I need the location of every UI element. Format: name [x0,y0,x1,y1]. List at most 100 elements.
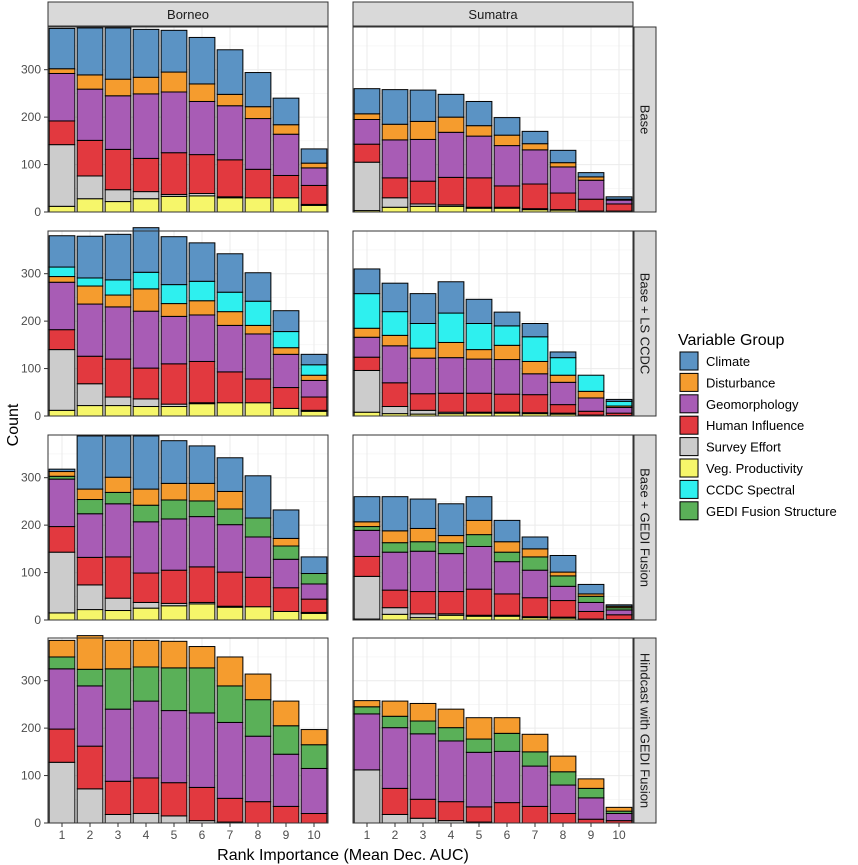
strip-label-row-ls-ccdc: Base + LS CCDC [638,273,653,375]
bar-segment-climate-rank-7 [216,253,244,293]
bar-segment-climate-rank-3 [409,293,437,324]
bar-segment-gedi-fusion-structure-rank-9 [272,725,300,755]
bar-segment-veg-productivity-rank-1 [48,612,76,621]
x-tick-label: 6 [199,828,206,842]
bar-segment-disturbance-rank-4 [437,116,465,133]
bar-segment-disturbance-rank-2 [381,530,409,544]
bar-segment-gedi-fusion-structure-rank-1 [353,526,381,531]
bar-segment-geomorphology-rank-8 [549,166,577,194]
bar-segment-disturbance-rank-3 [409,702,437,722]
bar-segment-geomorphology-rank-5 [160,710,188,784]
strip-label-row-hindcast: Hindcast with GEDI Fusion [638,653,653,808]
bar-segment-human-influence-rank-4 [437,176,465,206]
bar-segment-human-influence-rank-2 [76,556,104,586]
bar-segment-disturbance-rank-7 [521,143,549,151]
bar-segment-geomorphology-rank-2 [381,139,409,179]
bar-segment-gedi-fusion-structure-rank-5 [465,534,493,547]
bar-segment-climate-rank-7 [216,49,244,95]
bar-segment-disturbance-rank-10 [300,374,328,381]
bar-segment-climate-rank-8 [244,475,272,519]
bar-segment-gedi-fusion-structure-rank-9 [577,595,605,603]
x-tick-label: 6 [504,828,511,842]
bar-segment-geomorphology-rank-9 [577,179,605,200]
legend-title: Variable Group [678,332,785,349]
bar-segment-climate-rank-1 [353,88,381,115]
y-tick-label: 300 [21,471,41,485]
bar-segment-human-influence-rank-8 [549,813,577,824]
legend-swatch-human-influence [679,415,699,435]
legend-item-climate: Climate [679,351,750,371]
bar-segment-human-influence-rank-1 [48,120,76,146]
bar-segment-geomorphology-rank-10 [300,767,328,815]
bar-segment-veg-productivity-rank-9 [272,610,300,621]
bar-segment-survey-effort-rank-3 [104,396,132,407]
x-tick-label: 9 [588,828,595,842]
panel-base-borneo [47,26,329,213]
bar-segment-geomorphology-rank-3 [409,138,437,182]
bar-segment-gedi-fusion-structure-rank-3 [409,541,437,552]
bar-segment-gedi-fusion-structure-rank-7 [216,508,244,526]
bar-segment-geomorphology-rank-1 [353,336,381,358]
bar-segment-veg-productivity-rank-7 [216,197,244,213]
bar-segment-human-influence-rank-6 [493,185,521,208]
bar-segment-human-influence-rank-4 [132,157,160,193]
bar-segment-human-influence-rank-4 [437,591,465,615]
bar-segment-disturbance-rank-9 [577,390,605,399]
bar-segment-geomorphology-rank-3 [104,95,132,150]
bar-segment-geomorphology-rank-4 [437,357,465,394]
panel-base-sumatra [352,26,634,213]
bar-segment-disturbance-rank-8 [549,571,577,577]
bar-segment-survey-effort-rank-1 [48,551,76,614]
bar-segment-geomorphology-rank-3 [104,503,132,558]
bar-segment-human-influence-rank-7 [216,371,244,404]
bar-segment-disturbance-rank-1 [353,521,381,528]
bar-segment-veg-productivity-rank-2 [381,613,409,621]
legend-item-human-influence: Human Influence [679,415,804,436]
x-tick-label: 10 [307,828,321,842]
legend-label-geomorphology: Geomorphology [706,397,799,412]
bar-segment-climate-rank-10 [605,196,633,200]
bar-segment-human-influence-rank-5 [465,177,493,208]
bar-segment-disturbance-rank-1 [48,276,76,283]
bar-segment-disturbance-rank-4 [132,76,160,95]
bar-segment-human-influence-rank-10 [300,813,328,824]
bar-segment-disturbance-rank-2 [381,123,409,141]
bar-segment-geomorphology-rank-5 [160,315,188,365]
bar-segment-geomorphology-rank-6 [493,359,521,395]
bar-segment-human-influence-rank-3 [104,556,132,599]
bar-segment-climate-rank-2 [76,435,104,490]
bar-segment-disturbance-rank-5 [465,519,493,536]
bar-segment-geomorphology-rank-1 [353,119,381,145]
bar-segment-human-influence-rank-8 [244,801,272,824]
bar-segment-survey-effort-rank-2 [76,383,104,407]
bar-segment-climate-rank-1 [48,235,76,268]
bar-segment-survey-effort-rank-2 [381,406,409,415]
bar-segment-veg-productivity-rank-7 [216,606,244,621]
bar-segment-geomorphology-rank-4 [437,131,465,178]
bar-segment-survey-effort-rank-1 [353,161,381,212]
bar-segment-human-influence-rank-3 [409,180,437,205]
bar-segment-disturbance-rank-7 [216,656,244,687]
bar-segment-ccdc-spectral-rank-8 [549,357,577,376]
bar-segment-disturbance-rank-4 [132,488,160,506]
bar-segment-human-influence-rank-9 [577,410,605,416]
bar-segment-climate-rank-10 [605,604,633,607]
column-strips: Borneo Sumatra [47,1,634,27]
bar-segment-ccdc-spectral-rank-6 [493,325,521,346]
bar-segment-geomorphology-rank-9 [272,353,300,389]
bar-segment-gedi-fusion-structure-rank-3 [104,491,132,505]
bar-segment-climate-rank-1 [353,268,381,295]
bar-segment-veg-productivity-rank-3 [409,205,437,213]
bar-segment-human-influence-rank-6 [493,593,521,616]
legend-swatch-climate [679,351,699,371]
bar-segment-human-influence-rank-9 [272,587,300,612]
bar-segment-ccdc-spectral-rank-4 [132,271,160,290]
bar-segment-human-influence-rank-1 [353,356,381,371]
bar-segment-survey-effort-rank-4 [132,398,160,408]
x-tick-label: 3 [420,828,427,842]
strip-row-gedi-fusion [633,434,657,621]
bar-segment-geomorphology-rank-7 [521,569,549,599]
bar-segment-disturbance-rank-7 [521,548,549,558]
y-tick-label: 0 [34,816,41,830]
bar-segment-disturbance-rank-8 [244,673,272,701]
